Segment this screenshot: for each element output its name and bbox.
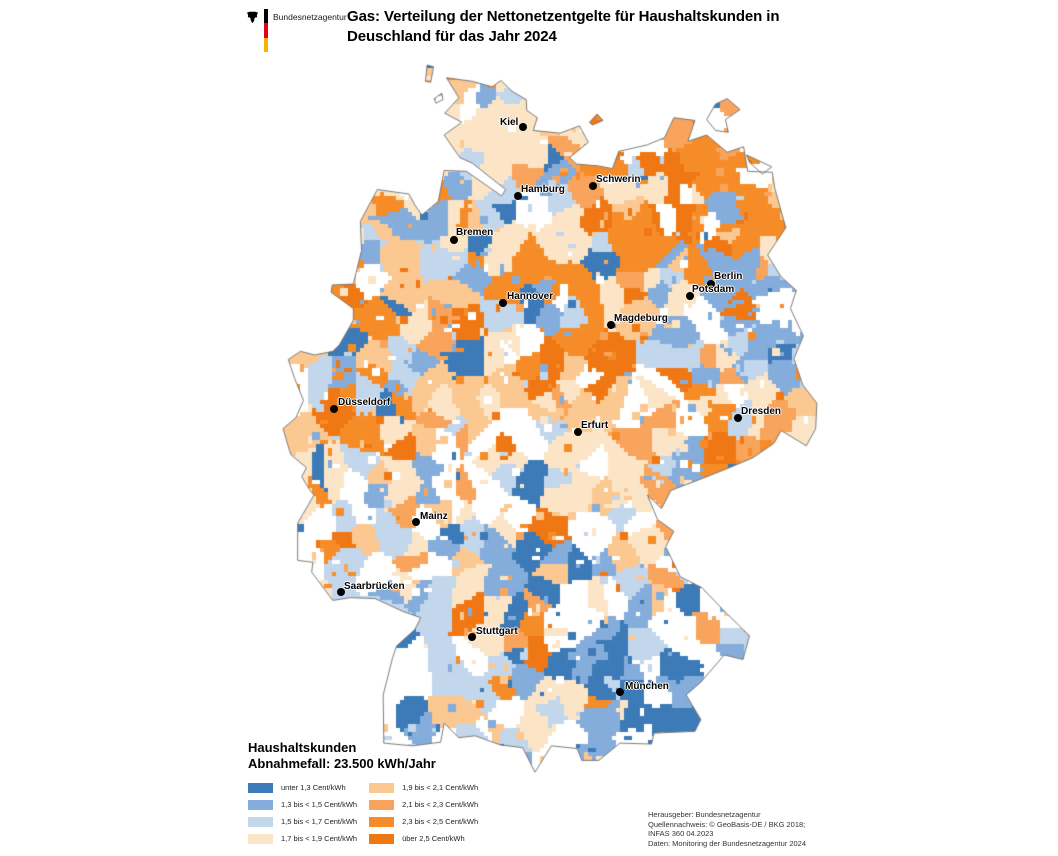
legend-label: 1,7 bis < 1,9 Cent/kWh [281,834,358,843]
legend-label: 2,3 bis < 2,5 Cent/kWh [402,817,479,826]
flag-black [264,9,268,24]
legend-column-orange: 1,9 bis < 2,1 Cent/kWh 2,1 bis < 2,3 Cent… [369,779,478,847]
city-dot-stuttgart [468,633,476,641]
city-label-hamburg: Hamburg [521,184,565,195]
city-dot-düsseldorf [330,405,338,413]
bundesnetzagentur-logo: Bundesnetzagentur [245,8,375,54]
city-dot-schwerin [589,182,597,190]
legend-swatch [369,833,395,844]
attribution-block: Herausgeber: Bundesnetzagentur Quellennac… [648,810,806,848]
city-label-berlin: Berlin [714,271,743,282]
legend-item: 1,3 bis < 1,5 Cent/kWh [248,796,357,813]
city-label-schwerin: Schwerin [596,174,641,185]
city-label-kiel: Kiel [500,117,519,128]
legend-title-line2: Abnahmefall: 23.500 kWh/Jahr [248,756,436,771]
city-dot-bremen [450,236,458,244]
city-dot-hannover [499,299,507,307]
city-label-bremen: Bremen [456,227,494,238]
page-title-line2: Deuschland für das Jahr 2024 [347,28,557,45]
legend-swatch [369,782,395,793]
city-dot-erfurt [574,428,582,436]
flag-red [264,23,268,38]
city-dot-saarbrücken [337,588,345,596]
city-label-saarbrücken: Saarbrücken [344,581,405,592]
legend-label: 1,3 bis < 1,5 Cent/kWh [281,800,358,809]
page-title-line1: Gas: Verteilung der Nettonetzentgelte fü… [347,8,780,25]
legend-item: 2,1 bis < 2,3 Cent/kWh [369,796,478,813]
city-dot-kiel [519,123,527,131]
city-label-stuttgart: Stuttgart [476,626,518,637]
city-label-mainz: Mainz [420,511,448,522]
attribution-line: INFAS 360 04.2023 [648,829,714,838]
city-dot-dresden [734,414,742,422]
legend-swatch [248,816,273,827]
city-label-dresden: Dresden [741,406,782,417]
legend-swatch [369,816,395,827]
legend-swatch [248,833,273,844]
city-label-potsdam: Potsdam [692,284,735,295]
legend-item: über 2,5 Cent/kWh [369,830,478,847]
city-label-hannover: Hannover [507,291,554,302]
legend-label: über 2,5 Cent/kWh [402,834,465,843]
city-label-magdeburg: Magdeburg [614,313,668,324]
legend-title-line1: Haushaltskunden [248,740,357,755]
legend-item: unter 1,3 Cent/kWh [248,779,357,796]
map-legend: Haushaltskunden Abnahmefall: 23.500 kWh/… [248,740,478,847]
legend-swatch [248,799,273,810]
legend-swatch [248,782,273,793]
legend-label: 1,9 bis < 2,1 Cent/kWh [402,783,479,792]
city-dot-mainz [412,518,420,526]
attribution-line: Daten: Monitoring der Bundesnetzagentur … [648,838,807,848]
legend-item: 1,9 bis < 2,1 Cent/kWh [369,779,478,796]
legend-label: 1,5 bis < 1,7 Cent/kWh [281,817,358,826]
city-dot-hamburg [514,192,522,200]
legend-label: 2,1 bis < 2,3 Cent/kWh [402,800,479,809]
city-label-erfurt: Erfurt [581,420,609,431]
legend-swatch [369,799,395,810]
attribution-line: Herausgeber: Bundesnetzagentur [648,810,761,819]
city-dot-berlin [707,280,715,288]
legend-item: 2,3 bis < 2,5 Cent/kWh [369,813,478,830]
legend-grid: unter 1,3 Cent/kWh 1,3 bis < 1,5 Cent/kWh… [248,779,478,847]
city-dot-potsdam [686,292,694,300]
city-label-münchen: München [625,681,669,692]
legend-item: 1,5 bis < 1,7 Cent/kWh [248,813,357,830]
attribution-line: Quellennachweis: © GeoBasis-DE / BKG 201… [648,819,806,829]
flag-gold [264,37,268,52]
logo-text: Bundesnetzagentur [273,12,347,22]
legend-item: 1,7 bis < 1,9 Cent/kWh [248,830,357,847]
legend-column-blue: unter 1,3 Cent/kWh 1,3 bis < 1,5 Cent/kWh… [248,779,357,847]
federal-eagle-icon [246,11,259,24]
city-dot-münchen [616,688,624,696]
legend-label: unter 1,3 Cent/kWh [281,783,346,792]
city-dot-magdeburg [607,321,615,329]
logo-flag-bar [264,9,268,52]
page-title: Gas: Verteilung der Nettonetzentgelte fü… [347,7,867,47]
city-label-düsseldorf: Düsseldorf [338,397,391,408]
